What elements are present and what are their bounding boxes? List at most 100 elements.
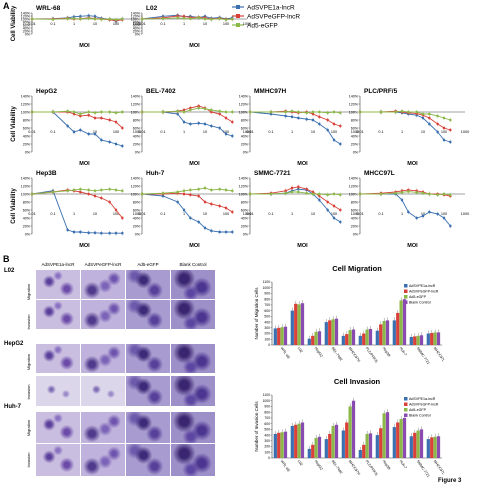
data-point [210, 124, 213, 128]
legend-label: AdSVPE1a-lncR [409, 397, 436, 401]
x-tick-label: 0.01 [28, 212, 35, 216]
x-tick-label: 100 [223, 22, 229, 26]
data-point [269, 192, 273, 196]
data-point [161, 17, 165, 20]
data-point [379, 110, 383, 114]
bar [334, 424, 339, 458]
y-tick-label: 100% [21, 17, 31, 21]
y-axis-label: Number of Invasion Cells [254, 401, 259, 452]
bar [324, 322, 328, 345]
data-point [442, 192, 446, 196]
data-point [203, 107, 207, 110]
micro-row-label: Invasion [26, 453, 31, 468]
bar [283, 431, 288, 458]
legend-swatch [404, 295, 408, 299]
data-point [436, 130, 439, 134]
bar [365, 329, 369, 345]
data-point [305, 188, 308, 191]
data-point [442, 216, 446, 220]
data-point [210, 18, 213, 21]
data-point [339, 142, 342, 146]
data-point [290, 115, 294, 118]
micrograph-image [36, 412, 80, 443]
bar [317, 331, 322, 345]
data-point [284, 110, 287, 114]
x-tick-label: 10 [421, 130, 425, 134]
series-line [142, 192, 233, 213]
data-point [197, 122, 200, 125]
data-point [400, 191, 404, 194]
micro-row-label: Migration [26, 284, 31, 300]
data-point [93, 132, 97, 136]
y-tick-label: 120% [21, 184, 31, 188]
y-tick-label: 80% [351, 200, 359, 204]
data-point [442, 138, 446, 142]
data-point [224, 110, 228, 114]
bar [396, 312, 400, 345]
data-point [358, 192, 362, 196]
data-point [51, 18, 55, 21]
category-label: HepG2 [314, 346, 324, 358]
data-point [197, 16, 200, 19]
x-tick-label: 100 [113, 22, 119, 26]
bar [345, 422, 349, 458]
legend-label: AdSVPeGFP-lncR [409, 403, 439, 407]
bar [436, 332, 441, 345]
y-tick-label: 60% [241, 126, 249, 130]
data-point [290, 190, 294, 194]
bar [328, 320, 332, 345]
micrograph-image [126, 412, 170, 443]
data-point [30, 192, 34, 196]
micrograph-image [36, 344, 80, 373]
y-tick-label: 100% [131, 192, 141, 196]
bar [426, 439, 430, 458]
chart-title: Cell Migration [332, 264, 382, 273]
legend-marker-s2 [236, 14, 240, 18]
data-point [231, 189, 234, 192]
data-point [79, 190, 82, 194]
data-point [305, 111, 308, 114]
y-tick-label: 80% [241, 200, 249, 204]
line-chart: L02 0%20%40%60%80%100%120%140% 0.01 0.1 1 10 1… [131, 5, 251, 49]
y-tick-label: 0% [25, 232, 31, 236]
micrograph-image [126, 300, 170, 329]
x-tick-label: 0.1 [50, 212, 55, 216]
data-point [326, 118, 329, 122]
y-tick-label: 100% [239, 110, 249, 114]
micrograph-image [81, 300, 125, 329]
data-point [79, 188, 82, 191]
bar [413, 432, 417, 458]
data-point [72, 230, 76, 234]
y-tick-label: 80% [23, 200, 31, 204]
micrograph-image [36, 300, 80, 329]
data-point [182, 17, 186, 20]
data-point [197, 194, 200, 198]
bar [426, 333, 430, 345]
line-chart-legend: AdSVPE1a-lncR AdSVPeGFP-lncR Ad5-eGFP [232, 5, 300, 30]
bar [311, 444, 315, 458]
data-point [442, 126, 446, 130]
micrograph-image [171, 376, 215, 406]
micrograph-image [171, 444, 215, 476]
y-tick-label: 100% [21, 110, 31, 114]
x-tick-label: 0.1 [268, 130, 273, 134]
bar [314, 437, 318, 458]
data-point [407, 190, 410, 193]
bar [413, 336, 417, 345]
data-point [189, 122, 192, 126]
category-label: PLC/PRF/5 [365, 459, 379, 476]
data-point [339, 193, 342, 196]
micro-col-header: AdSVPeGFP-lncR [85, 262, 123, 267]
data-point [339, 220, 342, 224]
y-tick-label: 60% [351, 126, 359, 130]
y-tick-label: 140% [131, 11, 141, 15]
x-tick-label: 100 [441, 130, 447, 134]
data-point [248, 110, 252, 114]
bar [379, 324, 383, 345]
x-tick-label: 1 [183, 22, 185, 26]
category-label: MHCC97H [348, 346, 361, 363]
chart-title: Cell Invasion [334, 377, 381, 386]
data-point [358, 110, 362, 114]
y-tick-label: 200 [264, 332, 270, 336]
